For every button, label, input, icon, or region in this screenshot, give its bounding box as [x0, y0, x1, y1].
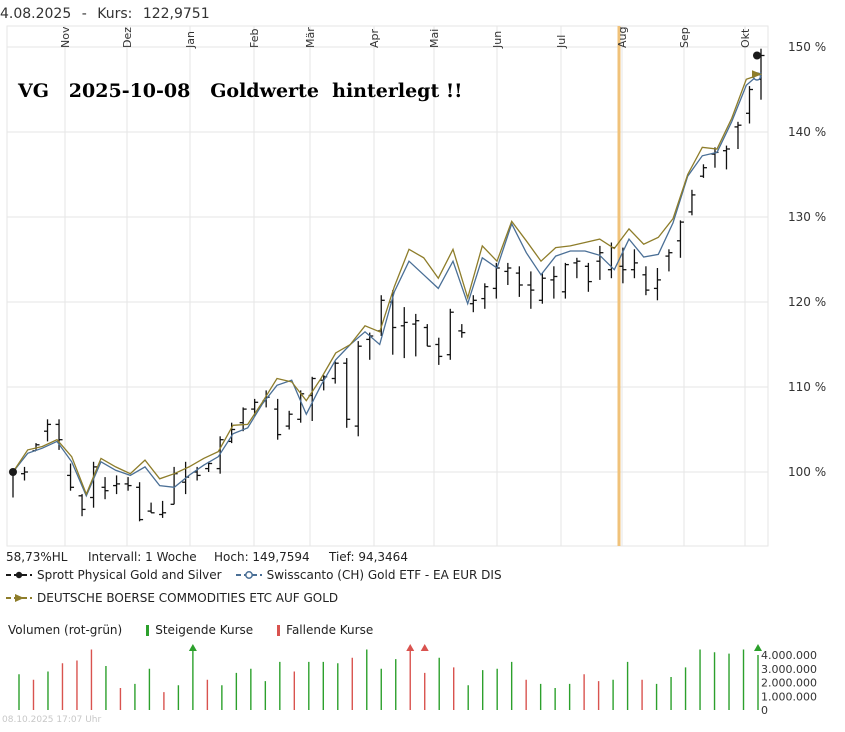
y-tick-label: 150 % [788, 40, 826, 54]
header-kurs-label: Kurs: [97, 6, 133, 22]
legend-marker-swisscanto [235, 571, 262, 579]
x-tick-label: Jan [184, 31, 197, 49]
y-axis-tick-labels: 100 % 110 % 120 % 130 % 140 % 150 % [788, 40, 826, 479]
x-tick-label: Aug [616, 27, 629, 48]
stat-high: Hoch: 149,7594 [214, 550, 310, 564]
stats-row: 58,73%HL Intervall: 1 Woche Hoch: 149,7594… [6, 550, 408, 564]
stat-hl: 58,73%HL [6, 550, 68, 564]
volume-bars [18, 644, 762, 710]
volume-legend-down: Fallende Kurse [286, 623, 374, 637]
series-line-swisscanto [12, 72, 762, 498]
series-end-markers [9, 51, 762, 476]
x-tick-label: Feb [248, 29, 261, 48]
x-axis-month-labels: Nov Dez Jan Feb Mär Apr Mai Jun Jul Aug Sep Okt [59, 26, 752, 49]
series-lines [12, 72, 762, 498]
stat-low: Tief: 94,3464 [329, 550, 408, 564]
header-kurs-value: 122,9751 [142, 6, 210, 22]
y-tick-label: 120 % [788, 295, 826, 309]
plot-frame [6, 25, 769, 547]
x-tick-label: Jul [555, 35, 568, 49]
series-end-marker-sprott [753, 51, 761, 60]
series-line-deutsche-boerse [12, 73, 762, 496]
y-tick-label: 100 % [788, 465, 826, 479]
x-tick-label: Mai [428, 29, 441, 48]
legend-row-2: DEUTSCHE BOERSE COMMODITIES ETC AUF GOLD [6, 591, 352, 605]
volume-tick-label: 1.000.000 [761, 690, 817, 703]
volume-overflow-arrow [188, 644, 197, 651]
chart-header: 4.08.2025 - Kurs: 122,9751 [0, 6, 216, 22]
legend-label-sprott: Sprott Physical Gold and Silver [37, 568, 222, 582]
legend-marker-deutsche-boerse [6, 594, 32, 602]
series-start-marker [9, 468, 17, 476]
volume-overflow-arrow [406, 644, 415, 651]
volume-up-swatch [146, 624, 150, 636]
volume-tick-label: 3.000.000 [761, 663, 817, 676]
x-tick-label: Nov [59, 26, 72, 48]
legend-item-sprott[interactable]: Sprott Physical Gold and Silver [6, 568, 222, 582]
chart-grid [6, 25, 769, 547]
y-tick-label: 140 % [788, 125, 826, 139]
legend-label-deutsche-boerse: DEUTSCHE BOERSE COMMODITIES ETC AUF GOLD [37, 591, 339, 605]
y-tick-label: 130 % [788, 210, 826, 224]
volume-legend: Volumen (rot-grün) Steigende Kurse Falle… [8, 623, 373, 637]
header-date: 4.08.2025 [0, 6, 72, 22]
x-tick-label: Dez [121, 27, 134, 48]
volume-tick-label: 2.000.000 [761, 677, 817, 690]
ohlc-bars [9, 48, 765, 522]
volume-overflow-arrow [420, 644, 429, 651]
x-tick-label: Mär [304, 27, 317, 48]
legend-item-swisscanto[interactable]: Swisscanto (CH) Gold ETF - EA EUR DIS [235, 568, 502, 582]
legend-marker-sprott [6, 571, 32, 579]
y-tick-label: 110 % [788, 380, 826, 394]
volume-legend-title: Volumen (rot-grün) [8, 623, 123, 637]
series-end-marker-deutsche-boerse [752, 70, 762, 79]
legend-row-1: Sprott Physical Gold and Silver Swisscan… [6, 568, 516, 582]
volume-tick-label: 4.000.000 [761, 649, 817, 662]
x-tick-label: Okt [739, 28, 752, 48]
legend-label-swisscanto: Swisscanto (CH) Gold ETF - EA EUR DIS [266, 568, 502, 582]
x-tick-label: Sep [678, 27, 691, 48]
highlight-week-marker [617, 26, 621, 546]
stat-interval: Intervall: 1 Woche [88, 550, 197, 564]
volume-legend-up: Steigende Kurse [155, 623, 254, 637]
volume-tick-label: 0 [761, 704, 768, 717]
volume-overflow-arrow [754, 644, 762, 651]
chart-annotation: VG 2025-10-08 Goldwerte hinterlegt !! [18, 80, 463, 102]
chart-footer-timestamp: 08.10.2025 17:07 Uhr [2, 715, 102, 725]
volume-down-swatch [277, 624, 281, 636]
legend-item-deutsche-boerse[interactable]: DEUTSCHE BOERSE COMMODITIES ETC AUF GOLD [6, 591, 338, 605]
header-separator: - [81, 6, 87, 22]
x-tick-label: Jun [491, 31, 504, 49]
x-tick-label: Apr [368, 28, 381, 48]
